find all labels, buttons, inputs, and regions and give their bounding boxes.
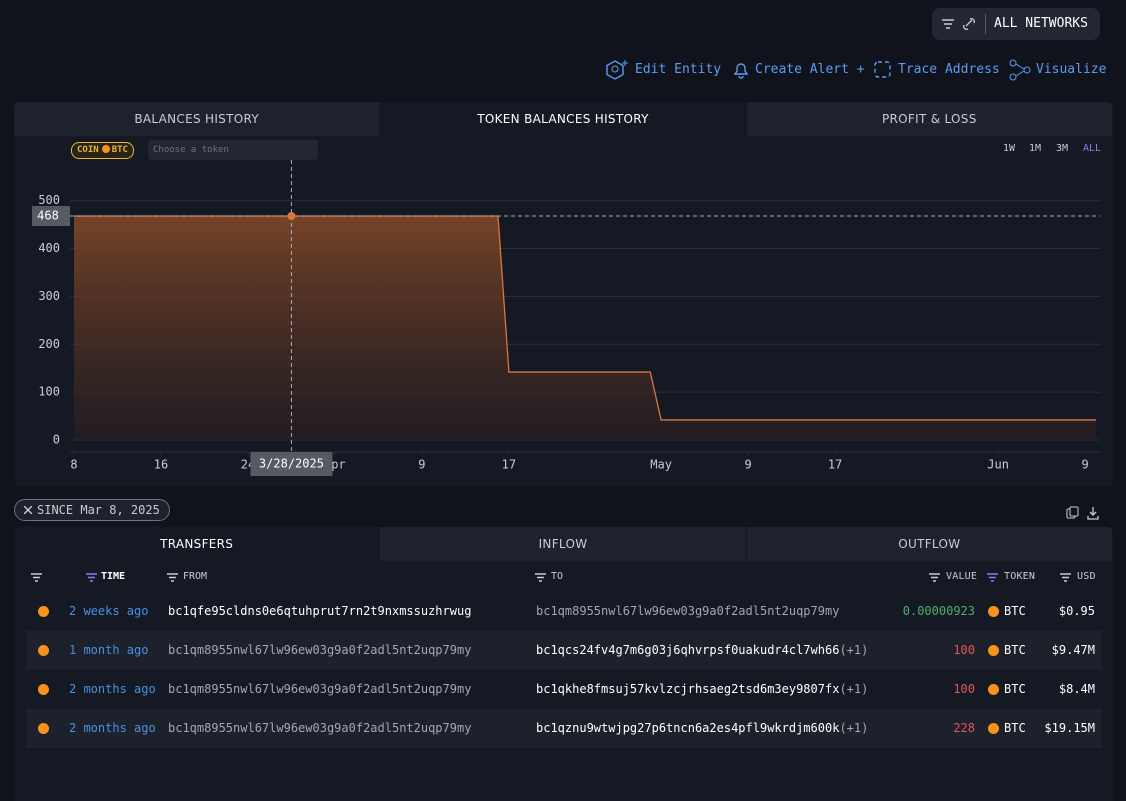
table-tab[interactable]: INFLOW bbox=[380, 527, 745, 561]
table-row[interactable]: 2 weeks ago bc1qfe95cldns0e6qtuhprut7rn2t… bbox=[26, 592, 1102, 631]
time[interactable]: 2 months ago bbox=[69, 709, 156, 748]
column-header[interactable]: FROM bbox=[183, 570, 207, 584]
filter-icon[interactable] bbox=[987, 573, 998, 582]
btc-icon bbox=[38, 723, 49, 734]
y-tick-label: 100 bbox=[38, 385, 60, 399]
time[interactable]: 2 months ago bbox=[69, 670, 156, 709]
value: 0.00000923 bbox=[903, 592, 975, 631]
btc-icon bbox=[988, 723, 999, 734]
table-row[interactable]: 2 months ago bc1qm8955nwl67lw96ew03g9a0f2… bbox=[26, 709, 1102, 748]
to-address[interactable]: bc1qcs24fv4g7m6g03j6qhvrpsf0uakudr4cl7wh… bbox=[536, 631, 868, 670]
btc-icon bbox=[988, 606, 999, 617]
y-tick-label: 0 bbox=[53, 433, 60, 447]
to-address[interactable]: bc1qm8955nwl67lw96ew03g9a0f2adl5nt2uqp79… bbox=[536, 592, 839, 631]
to-extra: (+1) bbox=[839, 682, 868, 696]
from-address[interactable]: bc1qm8955nwl67lw96ew03g9a0f2adl5nt2uqp79… bbox=[168, 670, 471, 709]
x-hover-label: 3/28/2025 bbox=[259, 457, 324, 471]
hover-point bbox=[287, 212, 295, 220]
btc-icon bbox=[988, 684, 999, 695]
filter-icon[interactable] bbox=[86, 573, 97, 582]
usd: $0.95 bbox=[1059, 592, 1095, 631]
time[interactable]: 1 month ago bbox=[69, 631, 148, 670]
x-tick-label: 8 bbox=[70, 458, 77, 472]
column-header[interactable]: USD bbox=[1077, 570, 1096, 584]
to-address[interactable]: bc1qkhe8fmsuj57kvlzcjrhsaeg2tsd6m3ey9807… bbox=[536, 670, 868, 709]
token: BTC bbox=[1004, 592, 1026, 631]
chart: 010020030040050081624Apr917May917Jun9468… bbox=[0, 0, 1126, 490]
filter-icon[interactable] bbox=[535, 573, 546, 582]
y-tick-label: 200 bbox=[38, 337, 60, 351]
filter-lines bbox=[535, 574, 546, 581]
area-fill bbox=[74, 216, 1096, 440]
filter-lines bbox=[167, 574, 178, 581]
column-header[interactable]: TOKEN bbox=[1004, 570, 1035, 584]
from-address[interactable]: bc1qm8955nwl67lw96ew03g9a0f2adl5nt2uqp79… bbox=[168, 709, 471, 748]
usd: $19.15M bbox=[1044, 709, 1095, 748]
to-extra: (+1) bbox=[839, 721, 868, 735]
filter-icon[interactable] bbox=[31, 573, 42, 582]
x-tick-label: 9 bbox=[744, 458, 751, 472]
x-tick-label: 17 bbox=[502, 458, 516, 472]
from-address[interactable]: bc1qm8955nwl67lw96ew03g9a0f2adl5nt2uqp79… bbox=[168, 631, 471, 670]
close-icon bbox=[24, 506, 32, 514]
y-tick-label: 300 bbox=[38, 289, 60, 303]
x-tick-label: Jun bbox=[987, 458, 1009, 472]
token: BTC bbox=[1004, 670, 1026, 709]
btc-icon bbox=[38, 606, 49, 617]
filter-label: SINCE Mar 8, 2025 bbox=[37, 503, 160, 517]
column-header[interactable]: TO bbox=[551, 570, 563, 584]
value: 100 bbox=[953, 670, 975, 709]
filter-icon[interactable] bbox=[1060, 573, 1071, 582]
filter-lines bbox=[31, 574, 42, 581]
y-hover-label: 468 bbox=[37, 209, 59, 223]
usd: $8.4M bbox=[1059, 670, 1095, 709]
filter-icon[interactable] bbox=[929, 573, 940, 582]
btc-icon bbox=[988, 645, 999, 656]
filter-lines bbox=[86, 574, 97, 581]
table-tab[interactable]: TRANSFERS bbox=[14, 527, 379, 561]
to-extra: (+1) bbox=[839, 643, 868, 657]
value: 228 bbox=[953, 709, 975, 748]
time[interactable]: 2 weeks ago bbox=[69, 592, 148, 631]
y-tick-label: 500 bbox=[38, 193, 60, 207]
column-header[interactable]: VALUE bbox=[946, 570, 977, 584]
filter-lines bbox=[929, 574, 940, 581]
y-tick-label: 400 bbox=[38, 241, 60, 255]
from-address[interactable]: bc1qfe95cldns0e6qtuhprut7rn2t9nxmssuzhrw… bbox=[168, 592, 471, 631]
time-filter[interactable]: SINCE Mar 8, 2025 bbox=[14, 499, 170, 521]
value: 100 bbox=[953, 631, 975, 670]
x-tick-label: 9 bbox=[1082, 458, 1089, 472]
btc-icon bbox=[38, 684, 49, 695]
table-row[interactable]: 1 month ago bc1qm8955nwl67lw96ew03g9a0f2a… bbox=[26, 631, 1102, 670]
token: BTC bbox=[1004, 709, 1026, 748]
export-icons bbox=[1066, 506, 1102, 520]
usd: $9.47M bbox=[1052, 631, 1095, 670]
filter-lines bbox=[987, 574, 998, 581]
table-row[interactable]: 2 months ago bc1qm8955nwl67lw96ew03g9a0f2… bbox=[26, 670, 1102, 709]
x-tick-label: May bbox=[650, 458, 672, 472]
x-tick-label: 9 bbox=[418, 458, 425, 472]
token: BTC bbox=[1004, 631, 1026, 670]
filter-lines bbox=[1060, 574, 1071, 581]
x-tick-label: 17 bbox=[828, 458, 842, 472]
table-tab[interactable]: OUTFLOW bbox=[747, 527, 1112, 561]
btc-icon bbox=[38, 645, 49, 656]
filter-icon[interactable] bbox=[167, 573, 178, 582]
to-address[interactable]: bc1qznu9wtwjpg27p6tncn6a2es4pfl9wkrdjm60… bbox=[536, 709, 868, 748]
column-header[interactable]: TIME bbox=[101, 570, 125, 584]
x-tick-label: 16 bbox=[154, 458, 168, 472]
